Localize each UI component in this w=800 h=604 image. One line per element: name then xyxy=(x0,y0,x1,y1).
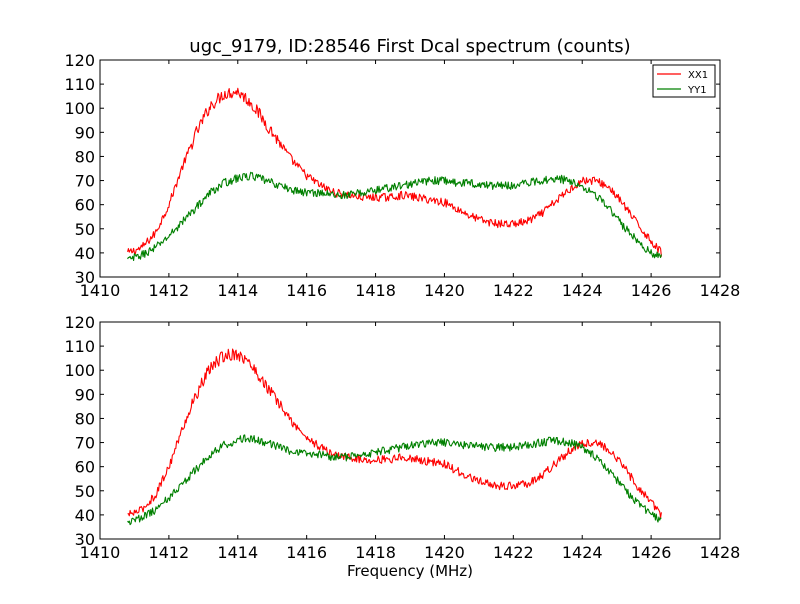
chart-panel-1: 1410 1412 1414 1416 1418 1420 1422 1424 1426 1428… xyxy=(64,51,740,300)
x-tick-label: 1418 xyxy=(355,281,396,300)
plot-frame xyxy=(99,59,721,278)
x-tick-label: 1412 xyxy=(149,543,190,562)
legend-label-yy1: YY1 xyxy=(687,85,707,96)
y-tick-label: 90 xyxy=(75,385,95,404)
legend-label-xx1: XX1 xyxy=(688,70,708,81)
y-tick-label: 40 xyxy=(75,244,95,263)
x-tick-label: 1428 xyxy=(700,543,741,562)
series-line-xx1 xyxy=(127,87,662,257)
x-tick-label: 1416 xyxy=(286,281,327,300)
y-tick-label: 110 xyxy=(64,337,95,356)
x-tick-label: 1426 xyxy=(631,543,672,562)
x-axis-label: Frequency (MHz) xyxy=(347,562,473,580)
y-tick-label: 90 xyxy=(75,123,95,142)
y-tick-label: 120 xyxy=(64,313,95,332)
y-tick-label: 120 xyxy=(64,51,95,70)
y-tick-label: 110 xyxy=(64,75,95,94)
x-tick-label: 1410 xyxy=(80,543,121,562)
panels: 1410 1412 1414 1416 1418 1420 1422 1424 1426 1428… xyxy=(64,51,740,562)
x-tick-label: 1418 xyxy=(355,543,396,562)
x-tick-label: 1426 xyxy=(631,281,672,300)
x-tick-label: 1414 xyxy=(217,543,258,562)
x-tick-label: 1422 xyxy=(493,543,534,562)
x-tick-label: 1424 xyxy=(562,543,603,562)
y-tick-label: 70 xyxy=(75,172,95,191)
y-tick-label: 40 xyxy=(75,506,95,525)
x-tick-label: 1422 xyxy=(493,281,534,300)
y-tick-label: 60 xyxy=(75,458,95,477)
chart-title: ugc_9179, ID:28546 First Dcal spectrum (… xyxy=(189,36,630,57)
y-tick-label: 100 xyxy=(64,99,95,118)
y-tick-label: 60 xyxy=(75,196,95,215)
x-tick-label: 1410 xyxy=(80,281,121,300)
y-tick-label: 50 xyxy=(75,482,95,501)
x-tick-label: 1420 xyxy=(424,281,465,300)
y-tick-label: 50 xyxy=(75,220,95,239)
y-tick-label: 70 xyxy=(75,434,95,453)
x-tick-label: 1414 xyxy=(217,281,258,300)
y-tick-label: 100 xyxy=(64,361,95,380)
series-line-red xyxy=(127,348,662,519)
y-tick-label: 30 xyxy=(75,268,95,287)
series-line-yy1 xyxy=(127,171,662,262)
plot-frame xyxy=(99,321,721,540)
x-tick-label: 1412 xyxy=(149,281,190,300)
x-tick-label: 1424 xyxy=(562,281,603,300)
x-tick-label: 1428 xyxy=(700,281,741,300)
legend-box xyxy=(652,64,716,98)
chart-panel-2: 1410 1412 1414 1416 1418 1420 1422 1424 1426 1428… xyxy=(64,313,740,562)
series-line-green xyxy=(127,434,662,526)
y-tick-label: 30 xyxy=(75,530,95,549)
y-tick-label: 80 xyxy=(75,409,95,428)
x-tick-label: 1416 xyxy=(286,543,327,562)
y-tick-label: 80 xyxy=(75,147,95,166)
x-tick-label: 1420 xyxy=(424,543,465,562)
